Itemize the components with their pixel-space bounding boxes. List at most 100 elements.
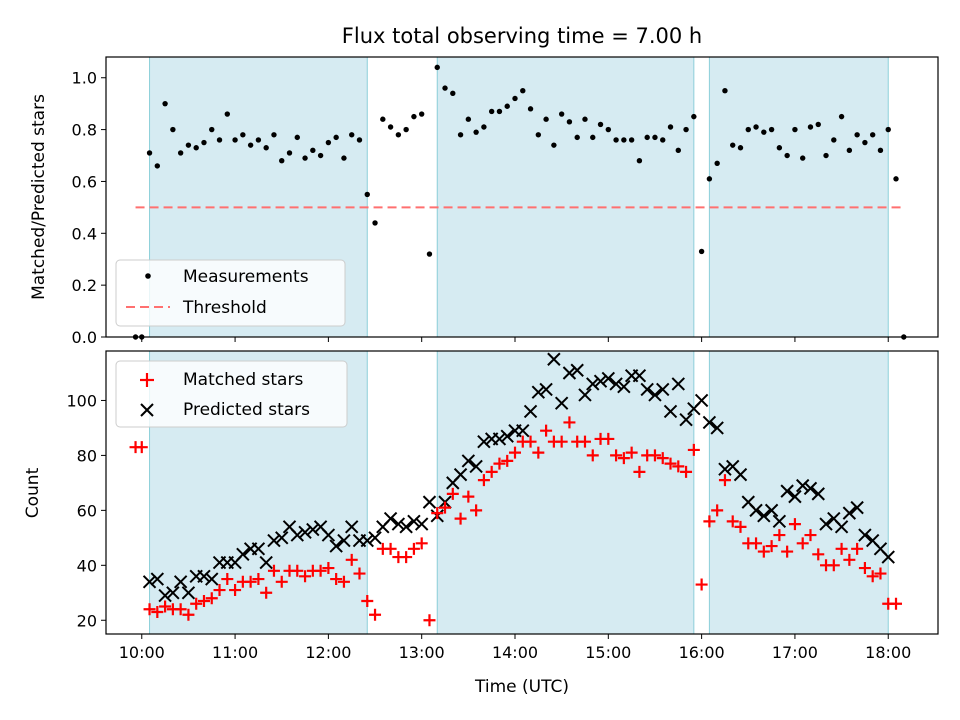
measurement-point	[465, 116, 472, 122]
measurement-point	[582, 116, 588, 122]
matched-point	[843, 553, 856, 566]
predicted-point	[788, 489, 802, 504]
measurement-point	[403, 126, 409, 133]
matched-point	[703, 515, 716, 528]
matched-point	[330, 573, 343, 586]
predicted-point	[772, 514, 787, 529]
measurement-point	[753, 124, 759, 130]
matched-point	[664, 457, 677, 470]
measurement-point	[177, 150, 184, 156]
measurement-point	[761, 129, 767, 135]
matched-point	[423, 614, 436, 627]
y-tick-label: 20	[77, 611, 97, 630]
measurement-point	[395, 132, 402, 138]
measurement-point	[380, 116, 386, 122]
measurement-point	[551, 142, 557, 148]
measurement-point	[768, 126, 775, 133]
count-marks	[129, 352, 903, 627]
matched-point	[439, 501, 452, 514]
measurement-point	[364, 191, 370, 198]
predicted-point	[609, 377, 623, 391]
measurement-point	[636, 158, 643, 164]
predicted-point	[197, 569, 211, 584]
predicted-point	[337, 533, 351, 548]
predicted-point	[275, 531, 289, 545]
measurement-point	[488, 108, 495, 115]
matched-point	[610, 449, 623, 462]
measurement-point	[240, 132, 246, 138]
matched-point	[337, 575, 350, 588]
measurement-point	[893, 176, 899, 182]
matched-point	[695, 578, 708, 591]
measurement-point	[434, 64, 440, 71]
predicted-point	[391, 517, 406, 531]
matched-point	[757, 545, 770, 558]
predicted-point	[142, 575, 157, 589]
measurement-point	[644, 134, 650, 141]
matched-point	[765, 540, 778, 553]
measurement-point	[737, 145, 744, 151]
predicted-point	[461, 454, 476, 468]
y-tick-label: 40	[77, 556, 97, 575]
matched-point	[159, 600, 172, 613]
predicted-point	[819, 517, 833, 531]
predicted-point	[648, 388, 662, 402]
legend-measurements-label: Measurements	[183, 267, 309, 287]
matched-point	[524, 435, 537, 448]
count-y-ticks: 20 40 60 80 100	[66, 391, 106, 630]
measurement-point	[271, 132, 277, 138]
measurement-point	[294, 134, 300, 141]
measurement-point	[162, 100, 168, 107]
measurement-point	[263, 145, 269, 151]
measurement-point	[792, 126, 798, 133]
measurement-point	[209, 126, 215, 133]
matched-point	[299, 570, 312, 583]
measurement-point	[621, 137, 627, 143]
count-legend: Matched stars Predicted stars	[115, 360, 348, 428]
predicted-point	[453, 467, 468, 482]
measurement-point	[667, 124, 674, 130]
predicted-point	[205, 572, 219, 586]
measurement-point	[722, 88, 728, 94]
ratio-y-ticks: 0.0 0.2 0.4 0.6 0.8 1.0	[72, 69, 106, 347]
predicted-point	[586, 377, 600, 391]
matched-point	[781, 545, 794, 558]
measurement-point	[473, 129, 479, 135]
predicted-point	[166, 586, 180, 600]
predicted-point	[251, 542, 266, 556]
measurement-point	[201, 139, 207, 146]
predicted-point	[306, 522, 320, 537]
predicted-point	[399, 520, 413, 534]
matched-point	[680, 465, 693, 478]
predicted-point	[500, 429, 514, 443]
y-tick-label: 0.6	[72, 172, 97, 191]
ratio-axes-frame	[105, 56, 939, 338]
predicted-point	[531, 385, 546, 399]
y-tick-label: 100	[66, 391, 97, 410]
observing-band	[708, 56, 889, 338]
measurement-point	[418, 111, 425, 117]
predicted-point	[757, 509, 771, 523]
measurement-point	[535, 132, 542, 138]
matched-point	[532, 446, 545, 459]
matched-point	[454, 512, 467, 525]
matched-point	[267, 564, 280, 577]
ratio-x-ticks	[141, 337, 889, 342]
matched-point	[858, 562, 871, 575]
measurement-point	[504, 103, 510, 109]
measurement-point	[800, 155, 806, 161]
matched-point	[633, 465, 646, 478]
matched-point	[446, 487, 459, 500]
predicted-point	[259, 555, 273, 570]
x-tick-label: 15:00	[585, 643, 631, 662]
measurement-point	[349, 132, 355, 138]
matched-point	[151, 606, 164, 619]
predicted-point	[570, 363, 584, 377]
measurement-point	[815, 121, 821, 128]
predicted-point	[702, 415, 717, 430]
predicted-point	[267, 533, 281, 548]
measurement-point	[574, 134, 580, 141]
measurement-point	[170, 126, 176, 133]
chart-title: Flux total observing time = 7.00 h	[342, 24, 702, 48]
